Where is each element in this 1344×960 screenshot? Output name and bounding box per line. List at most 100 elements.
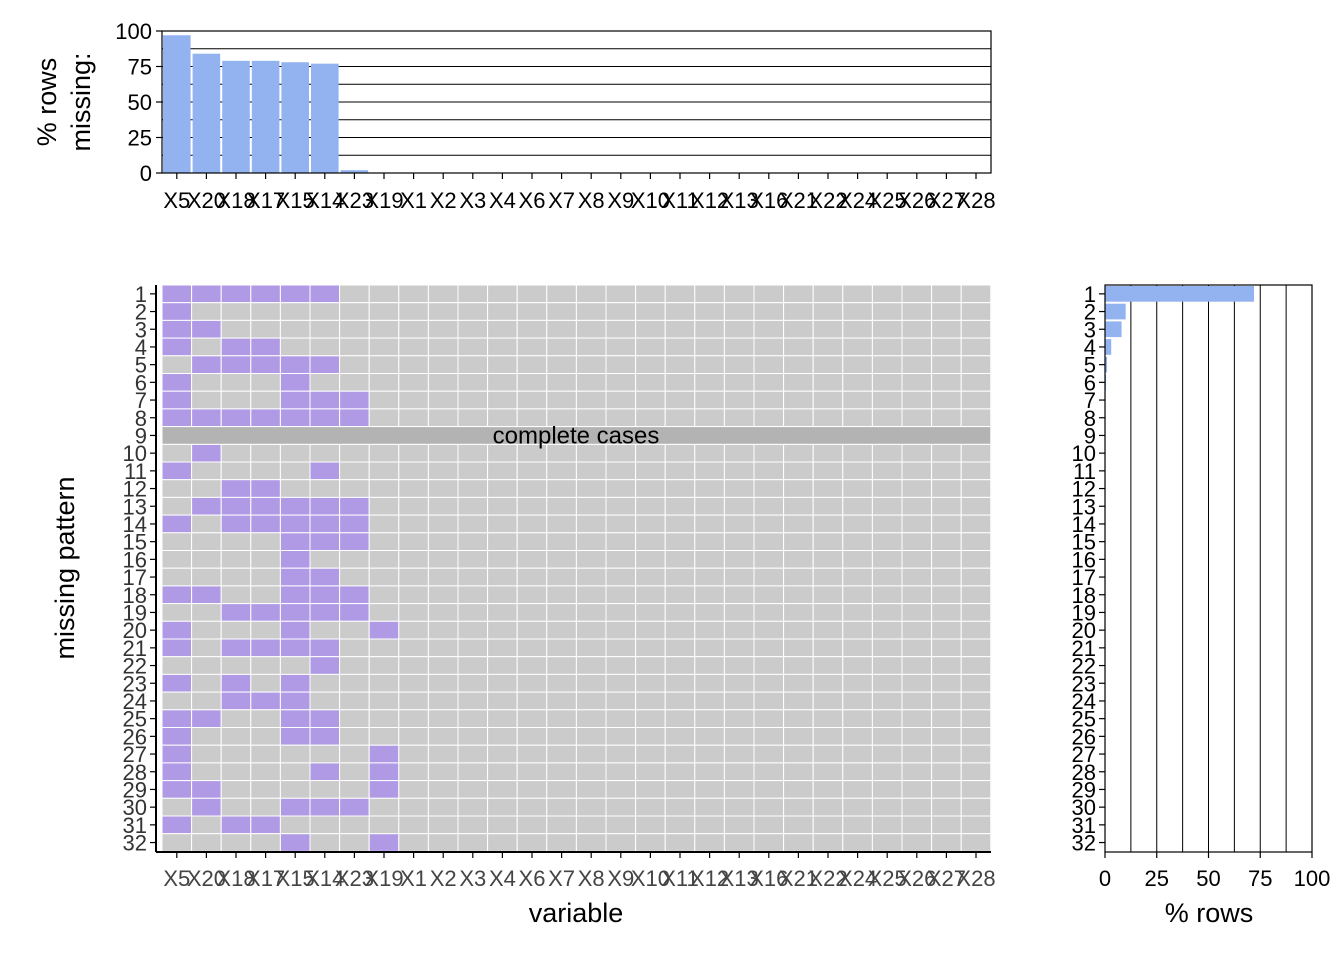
cell-18-x26 — [901, 585, 933, 605]
cell-13-x26 — [901, 496, 933, 516]
cell-10-x12 — [694, 443, 725, 463]
cell-28-x14 — [309, 762, 341, 782]
top-x-tick-label-x2: X2 — [430, 188, 457, 213]
cell-13-x22 — [812, 496, 844, 516]
top-y-tick-label: 100 — [115, 19, 152, 44]
cell-12-x8 — [575, 479, 607, 498]
right-x-tick-label: 25 — [1145, 866, 1169, 891]
cell-26-x17 — [250, 727, 281, 746]
cell-15-x10 — [635, 532, 666, 551]
cell-15-x23 — [339, 532, 370, 551]
cell-5-x21 — [783, 355, 814, 374]
top-x-tick-label-x24: X24 — [838, 188, 877, 213]
cell-1-x9 — [605, 284, 637, 304]
cell-22-x6 — [516, 656, 548, 675]
right-y-tick-label-14: 14 — [1072, 512, 1096, 537]
cell-31-x22 — [812, 815, 844, 835]
cell-32-x12 — [694, 833, 725, 852]
cell-17-x18 — [220, 567, 252, 587]
cell-15-x4 — [487, 532, 518, 551]
cell-22-x27 — [931, 656, 962, 675]
cell-11-x7 — [546, 461, 577, 481]
pattern-frequency-panel: 1234567891011121314151617181920212223242… — [1072, 282, 1331, 928]
cell-20-x11 — [664, 620, 696, 640]
cell-5-x18 — [220, 355, 252, 374]
cell-25-x27 — [931, 709, 962, 728]
cell-32-x4 — [487, 833, 518, 852]
cell-24-x18 — [220, 691, 252, 711]
cell-24-x7 — [546, 691, 577, 711]
cell-7-x19 — [368, 390, 400, 410]
top-bar-x18 — [222, 60, 250, 173]
cell-12-x18 — [220, 479, 252, 498]
cell-15-x3 — [457, 532, 489, 551]
cell-30-x26 — [901, 797, 933, 817]
cell-30-x24 — [842, 797, 873, 817]
cell-7-x22 — [812, 390, 844, 410]
cell-11-x2 — [427, 461, 459, 481]
cell-17-x16 — [753, 567, 785, 587]
cell-29-x15 — [279, 780, 311, 799]
right-y-tick-label-23: 23 — [1072, 671, 1096, 696]
cell-16-x13 — [723, 550, 755, 569]
cell-22-x18 — [220, 656, 252, 675]
cell-13-x7 — [546, 496, 577, 516]
cell-31-x19 — [368, 815, 400, 835]
cell-32-x1 — [398, 833, 429, 852]
cell-6-x8 — [575, 373, 607, 392]
cell-15-x21 — [783, 532, 814, 551]
cell-7-x6 — [516, 390, 548, 410]
cell-16-x17 — [250, 550, 281, 569]
cell-6-x3 — [457, 373, 489, 392]
cell-2-x6 — [516, 302, 548, 321]
cell-15-x14 — [309, 532, 341, 551]
cell-13-x21 — [783, 496, 814, 516]
cell-31-x11 — [664, 815, 696, 835]
cell-29-x2 — [427, 780, 459, 799]
cell-17-x27 — [931, 567, 962, 587]
cell-5-x19 — [368, 355, 400, 374]
cell-30-x3 — [457, 797, 489, 817]
cell-31-x9 — [605, 815, 637, 835]
main-x-tick-label-x21: X21 — [779, 866, 818, 891]
cell-14-x9 — [605, 514, 637, 534]
cell-12-x16 — [753, 479, 785, 498]
cell-1-x17 — [250, 284, 281, 304]
cell-18-x19 — [368, 585, 400, 605]
cell-18-x20 — [191, 585, 222, 605]
right-x-tick-label: 75 — [1248, 866, 1272, 891]
cell-20-x12 — [694, 620, 725, 640]
cell-25-x2 — [427, 709, 459, 728]
top-x-tick-label-x5: X5 — [163, 188, 190, 213]
main-y-tick-label-6: 6 — [135, 370, 147, 395]
cell-14-x7 — [546, 514, 577, 534]
top-x-tick-label-x11: X11 — [661, 188, 699, 213]
cell-17-x8 — [575, 567, 607, 587]
cell-7-x9 — [605, 390, 637, 410]
cell-17-x15 — [279, 567, 311, 587]
cell-6-x1 — [398, 373, 429, 392]
cell-5-x28 — [960, 355, 992, 374]
cell-25-x13 — [723, 709, 755, 728]
main-x-tick-label-x2: X2 — [430, 866, 457, 891]
cell-13-x19 — [368, 496, 400, 516]
cell-8-x26 — [901, 408, 933, 428]
cell-19-x28 — [960, 603, 992, 622]
cell-28-x8 — [575, 762, 607, 782]
main-x-tick-label-x10: X10 — [631, 866, 670, 891]
cell-1-x7 — [546, 284, 577, 304]
cell-6-x6 — [516, 373, 548, 392]
main-y-tick-label-4: 4 — [135, 335, 147, 360]
cell-25-x1 — [398, 709, 429, 728]
cell-22-x13 — [723, 656, 755, 675]
top-x-tick-label-x8: X8 — [578, 188, 605, 213]
right-y-tick-label-24: 24 — [1072, 689, 1096, 714]
cell-28-x17 — [250, 762, 281, 782]
top-x-tick-label-x9: X9 — [607, 188, 634, 213]
cell-27-x26 — [901, 744, 933, 764]
cell-11-x15 — [279, 461, 311, 481]
cell-8-x13 — [723, 408, 755, 428]
cell-4-x4 — [487, 337, 518, 357]
cell-26-x10 — [635, 727, 666, 746]
cell-12-x10 — [635, 479, 666, 498]
